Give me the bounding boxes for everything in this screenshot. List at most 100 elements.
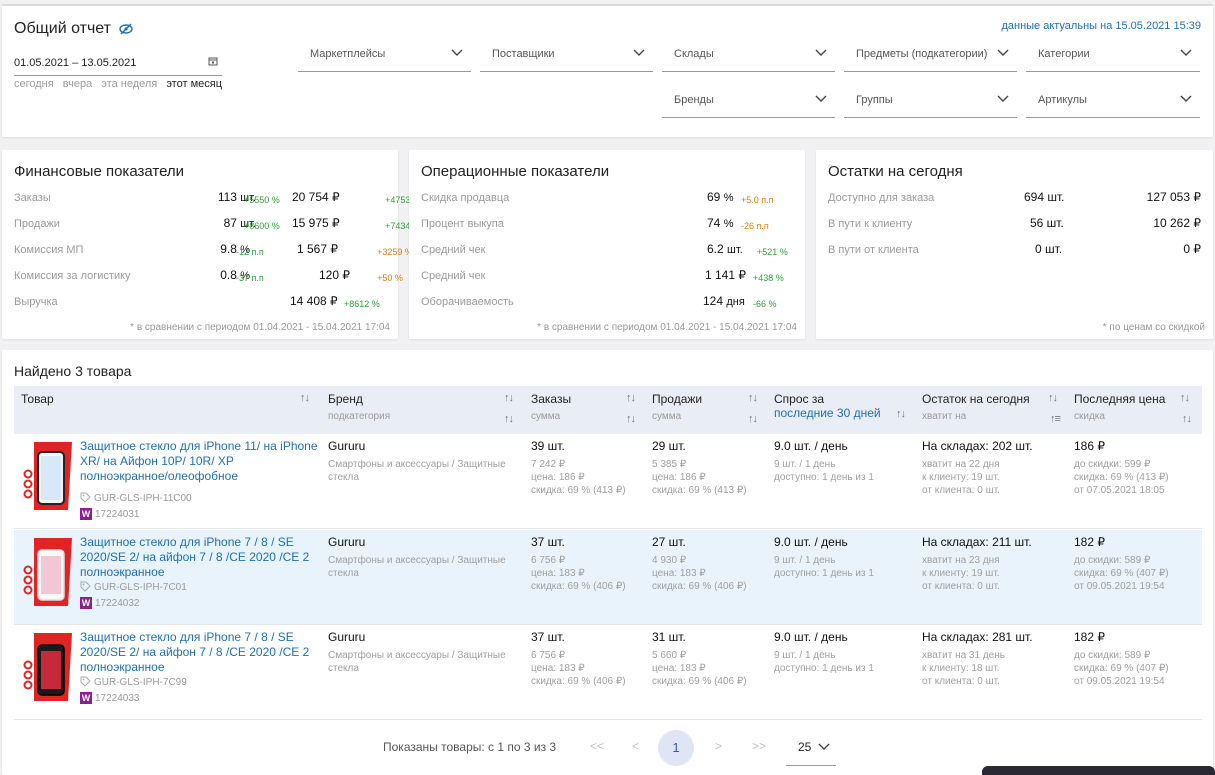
stock-footnote: * по ценам со скидкой — [1102, 322, 1205, 333]
metric-label: Заказы — [14, 192, 51, 204]
period-this-week[interactable]: эта неделя — [101, 78, 158, 90]
orders-details: 7 242 ₽ цена: 186 ₽ скидка: 69 % (413 ₽) — [531, 459, 626, 496]
metric-count: 87 шт. — [223, 216, 256, 230]
ops-row: Средний чек 1 141 ₽ +438 % — [421, 266, 793, 286]
product-thumbnail[interactable] — [22, 631, 80, 703]
eye-off-icon[interactable] — [119, 22, 134, 40]
filter-warehouses[interactable]: Склады — [662, 46, 835, 72]
period-yesterday[interactable]: вчера — [62, 78, 93, 90]
sort-icon[interactable]: ↑↓ — [1182, 413, 1192, 425]
demand-value: 9.0 шт. / день — [774, 439, 848, 453]
filter-brands[interactable]: Бренды — [662, 92, 835, 118]
metric-delta: -26 п.п — [741, 221, 769, 231]
sort-icon[interactable]: ↑↓ — [748, 392, 758, 404]
sales-details: 5 660 ₽ цена: 183 ₽ скидка: 69 % (406 ₽) — [652, 650, 747, 687]
wildberries-icon: W — [80, 508, 92, 520]
sort-icon[interactable]: ↑↓ — [504, 392, 514, 404]
stock-details: хватит на 23 дня к клиенту: 19 шт. от клие… — [922, 555, 1000, 592]
chevron-down-icon — [818, 740, 830, 754]
metric-label: В пути к клиенту — [828, 218, 913, 230]
period-this-month[interactable]: этот месяц — [166, 78, 223, 90]
sort-icon[interactable]: ↑↓ — [1048, 392, 1058, 404]
sort-icon[interactable]: ↑↓ — [626, 413, 636, 425]
demand-period-link[interactable]: последние 30 дней — [774, 406, 881, 420]
chevron-down-icon — [1180, 48, 1192, 60]
tag-icon — [80, 581, 91, 595]
products-card: Найдено 3 товара Товар ↑↓ Бренд подкатег… — [2, 350, 1213, 775]
metric-sum: 1 567 ₽ — [297, 242, 338, 256]
sort-icon[interactable]: ↑↓ — [1180, 392, 1190, 404]
price-value: 182 ₽ — [1074, 535, 1105, 549]
chat-widget-tab[interactable] — [982, 766, 1215, 775]
metric-label: В пути от клиента — [828, 244, 919, 256]
sort-icon[interactable]: ↑≡ — [1050, 413, 1061, 425]
orders-count: 37 шт. — [531, 535, 565, 549]
first-page-button[interactable]: << — [590, 739, 605, 753]
table-row[interactable]: Защитное стекло для iPhone 7 / 8 / SE 20… — [14, 530, 1202, 625]
product-thumbnail[interactable] — [22, 440, 80, 512]
metric-delta: +4753 % — [385, 195, 421, 205]
product-name-link[interactable]: Защитное стекло для iPhone 7 / 8 / SE 20… — [80, 630, 310, 674]
period-today[interactable]: сегодня — [14, 78, 54, 90]
sales-details: 4 930 ₽ цена: 183 ₽ скидка: 69 % (406 ₽) — [652, 555, 747, 592]
filter-suppliers[interactable]: Поставщики — [480, 46, 653, 72]
filter-subjects[interactable]: Предметы (подкатегории) — [844, 46, 1017, 72]
filter-marketplaces[interactable]: Маркетплейсы — [298, 46, 471, 72]
chevron-down-icon — [997, 94, 1009, 106]
metric-delta: -66 % — [753, 299, 777, 309]
ops-row: Скидка продавца 69 % +5.0 п.п — [421, 188, 793, 208]
date-range-input[interactable]: 01.05.2021 – 13.05.2021 — [14, 54, 222, 76]
product-wb-id[interactable]: W 17224033 — [80, 692, 140, 704]
col-stock-sub: хватит на — [922, 411, 967, 422]
ops-row: Оборачиваемость 124 дня -66 % — [421, 292, 793, 312]
pagination-summary: Показаны товары: с 1 по 3 из 3 — [383, 740, 557, 754]
table-row[interactable]: Защитное стекло для iPhone 7 / 8 / SE 20… — [14, 625, 1202, 720]
prev-page-button[interactable]: < — [632, 739, 640, 753]
stock-value: На складах: 211 шт. — [922, 535, 1032, 549]
price-value: 186 ₽ — [1074, 439, 1105, 453]
metric-count: 113 шт. — [217, 190, 256, 204]
last-page-button[interactable]: >> — [752, 739, 767, 753]
demand-value: 9.0 шт. / день — [774, 535, 848, 549]
next-page-button[interactable]: > — [715, 739, 723, 753]
sort-icon[interactable]: ↑↓ — [896, 408, 906, 420]
sort-icon[interactable]: ↑↓ — [504, 413, 514, 425]
metric-count: 0 шт. — [1035, 242, 1063, 256]
chevron-down-icon — [815, 94, 827, 106]
filter-groups[interactable]: Группы — [844, 92, 1017, 118]
calendar-icon[interactable] — [208, 56, 218, 69]
price-details: до скидки: 589 ₽ скидка: 69 % (407 ₽) от 0… — [1074, 650, 1169, 687]
col-demand: Спрос за последние 30 дней — [774, 392, 881, 420]
filter-articles[interactable]: Артикулы — [1026, 92, 1200, 118]
ops-card: Операционные показатели Скидка продавца … — [409, 150, 805, 339]
sort-icon[interactable]: ↑↓ — [626, 392, 636, 404]
metric-label: Комиссия за логистику — [14, 270, 131, 282]
product-name-link[interactable]: Защитное стекло для iPhone 7 / 8 / SE 20… — [80, 535, 310, 579]
table-row[interactable]: Защитное стекло для iPhone 11/ на iPhone… — [14, 434, 1202, 529]
product-name-link[interactable]: Защитное стекло для iPhone 11/ на iPhone… — [80, 439, 318, 483]
finance-title: Финансовые показатели — [14, 163, 185, 180]
col-price-label: Последняя цена — [1074, 392, 1166, 406]
price-value: 182 ₽ — [1074, 630, 1105, 644]
date-range-value: 01.05.2021 – 13.05.2021 — [14, 57, 137, 69]
stock-details: хватит на 22 дня к клиенту: 19 шт. от клие… — [922, 459, 1000, 496]
stock-title: Остатки на сегодня — [828, 163, 963, 180]
product-thumbnail[interactable] — [22, 536, 80, 608]
page-size-select[interactable]: 25 — [786, 730, 836, 766]
chevron-down-icon — [1180, 94, 1192, 106]
pagination: Показаны товары: с 1 по 3 из 3 << < 1 > … — [2, 730, 1213, 766]
metric-delta: +5550 % — [244, 195, 280, 205]
sort-icon[interactable]: ↑↓ — [748, 413, 758, 425]
brand-name: Gururu — [328, 535, 366, 549]
metric-label: Скидка продавца — [421, 192, 510, 204]
metric-sum: 15 975 ₽ — [292, 216, 340, 230]
product-wb-id[interactable]: W 17224031 — [80, 508, 140, 520]
orders-count: 37 шт. — [531, 630, 565, 644]
product-wb-id[interactable]: W 17224032 — [80, 597, 140, 609]
metric-label: Средний чек — [421, 244, 486, 256]
sort-icon[interactable]: ↑↓ — [300, 392, 310, 404]
filter-categories[interactable]: Категории — [1026, 46, 1200, 72]
page-title: Общий отчет — [14, 20, 134, 40]
filter-label: Артикулы — [1038, 94, 1087, 106]
page-1-button[interactable]: 1 — [658, 730, 694, 766]
